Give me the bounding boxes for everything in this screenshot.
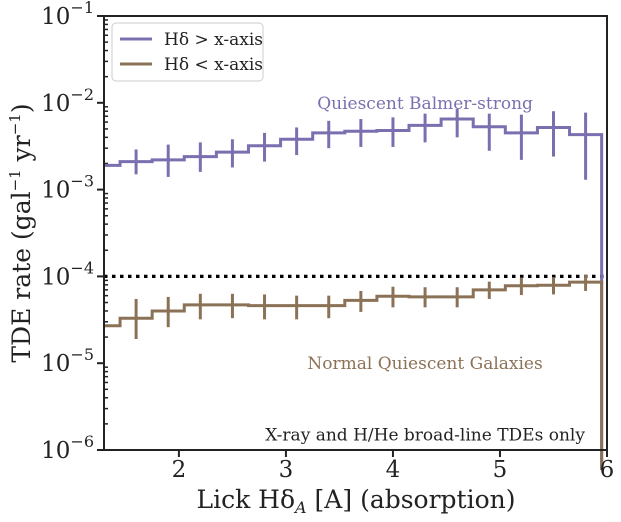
x-tick-label: 3 [279, 457, 294, 483]
x-axis-ticks: 2 3 4 5 6 [172, 450, 615, 483]
y-tick-label: 10−6 [41, 432, 94, 464]
step-line [104, 117, 604, 470]
x-tick-label: 5 [493, 457, 508, 483]
x-axis-title: Lick HδA [A] (absorption) [196, 485, 515, 517]
x-tick-label: 6 [600, 457, 615, 483]
legend: Hδ > x-axis Hδ < x-axis [111, 22, 264, 82]
annotation-tde-note: X-ray and H/He broad-line TDEs only [265, 426, 585, 446]
y-axis-title: TDE rate (gal−1 yr−1) [6, 103, 36, 362]
annotation-balmer-strong: Quiescent Balmer-strong [317, 94, 533, 114]
annotation-normal-quiescent: Normal Quiescent Galaxies [307, 354, 542, 374]
x-tick-label: 4 [386, 457, 401, 483]
series-normal-quiescent [104, 274, 604, 470]
y-tick-label: 10−3 [41, 172, 94, 204]
y-tick-label: 10−2 [41, 85, 94, 117]
y-tick-label: 10−4 [41, 258, 94, 290]
step-line [104, 280, 604, 470]
y-axis-ticks: 10−6 10−5 10−4 10−3 10−2 10−1 [41, 0, 104, 464]
legend-label-balmer-strong: Hδ > x-axis [164, 30, 263, 50]
x-tick-label: 2 [172, 457, 187, 483]
series-layer [104, 108, 604, 470]
series-balmer-strong [104, 108, 604, 470]
legend-label-normal: Hδ < x-axis [164, 55, 263, 75]
y-tick-label: 10−1 [41, 0, 94, 30]
plot-frame [103, 15, 608, 451]
y-tick-label: 10−5 [41, 345, 94, 377]
